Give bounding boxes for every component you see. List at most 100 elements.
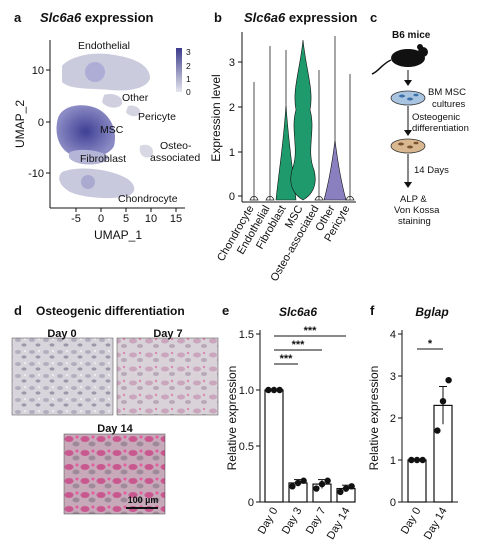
micrograph-label-day14: Day 14 [97, 423, 133, 435]
umap-plot [56, 53, 154, 199]
chart-e-data-point [276, 386, 283, 394]
workflow-step-msc: BM MSC [428, 87, 466, 98]
cluster-label-endothelial: Endothelial [78, 40, 130, 52]
umap-y-label: UMAP_2 [13, 100, 27, 148]
chart-f-xtick: Day 14 [422, 506, 450, 542]
chart-e-xtick: Day 7 [304, 506, 329, 537]
violin-y-ticks: 3 2 1 0 [229, 57, 242, 203]
chart-f-ytick: 2 [390, 413, 396, 425]
panel-b-title-gene: Slc6a6 [244, 10, 286, 25]
cluster-label-fibroblast: Fibroblast [80, 153, 126, 165]
chart-e-xtick: Day 0 [256, 506, 281, 537]
colorbar-tick: 3 [186, 47, 191, 57]
chart-f-data-point [434, 427, 441, 434]
chart-f-sig-label: * [428, 338, 433, 350]
umap-xtick: -5 [71, 213, 81, 225]
violin-osteo-associated [314, 70, 324, 201]
umap-xtick: 10 [145, 213, 157, 225]
chart-f-data-point [408, 456, 415, 464]
umap-ytick: -10 [28, 168, 44, 180]
panel-b: b Slc6a6 expression 3 2 1 0 Expression l… [209, 10, 358, 284]
umap-cluster-fibroblast [68, 149, 109, 165]
chart-e-bar [264, 389, 284, 503]
panel-a-letter: a [14, 10, 22, 25]
umap-xtick: 5 [123, 213, 129, 225]
workflow-step-cultures: cultures [432, 99, 466, 110]
svg-text:Slc6a6 expression: Slc6a6 expression [40, 10, 154, 25]
chart-e-sig-label: *** [280, 353, 294, 365]
chart-f-y-label: Relative expression [367, 366, 381, 471]
chart-e-data-point [348, 483, 355, 490]
chart-e-ytick: 0.5 [239, 441, 254, 453]
chart-e-data-point [270, 386, 278, 394]
workflow-step-osteo: Osteogenic [412, 112, 460, 123]
chart-f-data-point [413, 456, 421, 464]
violin-x-labels: Chondrocyte Endothelial Fibroblast MSC O… [215, 203, 353, 283]
svg-text:Slc6a6 expression: Slc6a6 expression [244, 10, 358, 25]
chart-f-title: Bglap [415, 305, 448, 319]
chart-f-bar [407, 459, 427, 503]
chart-e-data-point [318, 480, 326, 488]
workflow-step-mice: B6 mice [392, 30, 431, 41]
micrograph-day7: Day 7 [116, 328, 219, 416]
panel-d-title: Osteogenic differentiation [36, 304, 185, 318]
colorbar-tick: 0 [186, 87, 191, 97]
panel-d-letter: d [14, 303, 22, 318]
culture-dish-icon [390, 138, 426, 154]
chart-e-xtick: Day 14 [325, 506, 353, 542]
chart-e-data-point [313, 485, 320, 492]
violin-pericyte [345, 74, 355, 201]
cluster-label-osteo-2: associated [150, 152, 200, 164]
chart-e-y-label: Relative expression [225, 366, 239, 471]
violin-ytick: 1 [229, 147, 235, 159]
umap-x-label: UMAP_1 [94, 228, 142, 242]
violin-endothelial [265, 46, 275, 201]
cluster-label-msc: MSC [100, 124, 124, 136]
violin-msc [290, 39, 316, 201]
panel-d: d Osteogenic differentiation Day 0 Day 7… [11, 303, 219, 515]
umap-hotspot [85, 62, 105, 82]
cluster-label-other: Other [122, 92, 149, 104]
umap-colorbar [176, 48, 182, 92]
chart-f-ytick: 3 [390, 371, 396, 383]
arrowhead-icon [404, 80, 412, 86]
panel-c: c B6 mice BM MSC cultures Osteogenic dif… [370, 10, 469, 227]
mouse-icon [371, 44, 428, 75]
umap-cluster-chondrocyte [59, 168, 135, 199]
violin-other [323, 36, 347, 201]
arrowhead-icon [404, 182, 412, 188]
violin-chondrocyte [249, 82, 259, 201]
violin-ytick: 2 [229, 102, 235, 114]
cluster-label-osteo: Osteo- [160, 140, 192, 152]
chart-e-data-point [300, 477, 307, 484]
workflow-step-days: 14 Days [414, 165, 449, 176]
chart-e: Slc6a6 0 0.5 1.0 1.5 Relative expression Day 0… [225, 305, 356, 542]
chart-f-ytick: 1 [390, 455, 396, 467]
scale-bar-label: 100 µm [128, 495, 159, 505]
panel-b-letter: b [214, 10, 222, 25]
violin-y-label: Expression level [209, 74, 223, 161]
chart-f-ytick: 4 [390, 329, 396, 341]
colorbar-tick: 1 [186, 74, 191, 84]
panel-a: a Slc6a6 expression Endothelial Other Pe… [13, 10, 200, 242]
umap-hotspot [81, 175, 95, 189]
umap-xtick: 15 [170, 213, 182, 225]
umap-cluster-endothelial [62, 53, 150, 91]
chart-e-data-point [324, 477, 331, 484]
workflow-step-staining: staining [398, 216, 431, 227]
micrograph-day14: Day 14 100 µm [63, 423, 166, 515]
chart-e-ytick: 1.5 [239, 329, 254, 341]
colorbar-tick: 2 [186, 61, 191, 71]
violin-ytick: 0 [229, 191, 235, 203]
umap-cluster-other [102, 94, 123, 108]
umap-ytick: 0 [38, 117, 44, 129]
chart-e-data-point [294, 479, 302, 487]
panel-e-letter: e [222, 303, 229, 318]
workflow-step-vonkossa: Von Kossa [394, 205, 440, 216]
panel-a-title-gene: Slc6a6 [40, 10, 82, 25]
chart-e-sig-label: *** [292, 339, 306, 351]
cluster-label-pericyte: Pericyte [138, 111, 176, 123]
chart-f-xtick: Day 0 [399, 506, 424, 537]
